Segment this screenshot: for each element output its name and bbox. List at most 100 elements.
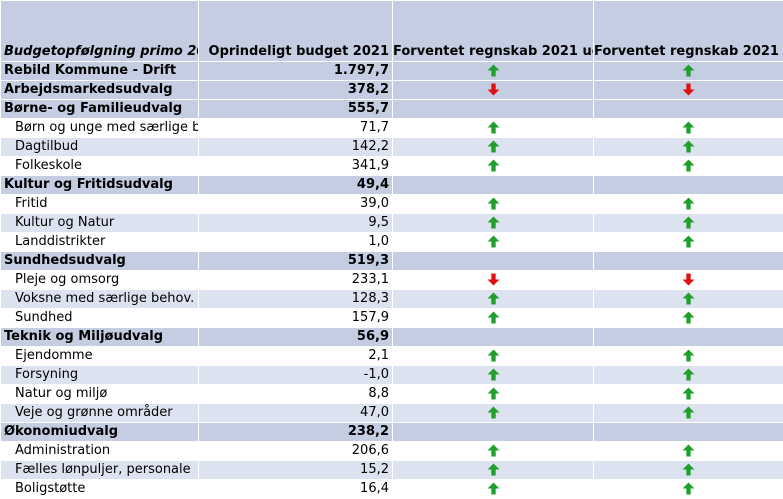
forecast-transfer-indicator — [594, 290, 783, 309]
arrow-down-icon — [487, 273, 500, 286]
row-label: Folkeskole — [1, 157, 199, 176]
row-label: Fritid — [1, 195, 199, 214]
budget-value: 378,2 — [199, 81, 393, 100]
arrow-up-icon — [487, 349, 500, 362]
arrow-up-icon — [682, 235, 695, 248]
arrow-up-icon — [682, 463, 695, 476]
arrow-up-icon — [682, 292, 695, 305]
forecast-indicator — [393, 423, 594, 442]
arrow-up-icon — [682, 387, 695, 400]
arrow-up-icon — [682, 159, 695, 172]
budget-value: -1,0 — [199, 366, 393, 385]
arrow-up-icon — [682, 197, 695, 210]
forecast-transfer-indicator — [594, 62, 783, 81]
arrow-up-icon — [487, 292, 500, 305]
row-label: Landdistrikter — [1, 233, 199, 252]
budget-value: 2,1 — [199, 347, 393, 366]
budget-column-header: Oprindeligt budget 2021 — [199, 1, 393, 62]
arrow-up-icon — [487, 311, 500, 324]
budget-value: 142,2 — [199, 138, 393, 157]
arrow-up-icon — [487, 444, 500, 457]
table-caption: Budgetopfølgning primo 2021 — [1, 1, 199, 62]
forecast-transfer-indicator — [594, 233, 783, 252]
arrow-up-icon — [487, 387, 500, 400]
row-label: Rebild Kommune - Drift — [1, 62, 199, 81]
budget-value: 1,0 — [199, 233, 393, 252]
forecast-indicator — [393, 480, 594, 499]
budget-value: 39,0 — [199, 195, 393, 214]
forecast-column-header: Forventet regnskab 2021 ud fra opr. Budg… — [393, 1, 594, 62]
row-label: Sundhed — [1, 309, 199, 328]
forecast-transfer-indicator — [594, 404, 783, 423]
row-label: Ejendomme — [1, 347, 199, 366]
arrow-up-icon — [682, 311, 695, 324]
arrow-up-icon — [487, 406, 500, 419]
arrow-up-icon — [487, 368, 500, 381]
forecast-transfer-indicator — [594, 423, 783, 442]
budget-value: 157,9 — [199, 309, 393, 328]
header-row: Budgetopfølgning primo 2021 Oprindeligt … — [1, 1, 783, 62]
row-label: Dagtilbud — [1, 138, 199, 157]
forecast-transfer-indicator — [594, 157, 783, 176]
budget-value: 49,4 — [199, 176, 393, 195]
arrow-up-icon — [682, 406, 695, 419]
forecast-indicator — [393, 442, 594, 461]
arrow-up-icon — [682, 216, 695, 229]
forecast-indicator — [393, 214, 594, 233]
row-label: Forsyning — [1, 366, 199, 385]
forecast-transfer-indicator — [594, 328, 783, 347]
forecast-indicator — [393, 366, 594, 385]
row-label: Kultur og Natur — [1, 214, 199, 233]
arrow-up-icon — [682, 140, 695, 153]
arrow-up-icon — [487, 216, 500, 229]
row-label: Børn og unge med særlige behov — [1, 119, 199, 138]
forecast-indicator — [393, 385, 594, 404]
budget-value: 71,7 — [199, 119, 393, 138]
forecast-transfer-indicator — [594, 252, 783, 271]
table-row: Børn og unge med særlige behov71,7 — [1, 119, 783, 138]
arrow-up-icon — [487, 197, 500, 210]
row-label: Sundhedsudvalg — [1, 252, 199, 271]
forecast-indicator — [393, 290, 594, 309]
budget-value: 238,2 — [199, 423, 393, 442]
budget-value: 16,4 — [199, 480, 393, 499]
forecast-indicator — [393, 100, 594, 119]
forecast-indicator — [393, 81, 594, 100]
row-label: Kultur og Fritidsudvalg — [1, 176, 199, 195]
arrow-up-icon — [487, 121, 500, 134]
forecast-transfer-indicator — [594, 385, 783, 404]
forecast-transfer-indicator — [594, 176, 783, 195]
arrow-up-icon — [682, 121, 695, 134]
row-label: Arbejdsmarkedsudvalg — [1, 81, 199, 100]
budget-value: 233,1 — [199, 271, 393, 290]
arrow-up-icon — [682, 64, 695, 77]
arrow-down-icon — [682, 273, 695, 286]
row-label: Veje og grønne områder — [1, 404, 199, 423]
forecast-transfer-indicator — [594, 309, 783, 328]
forecast-indicator — [393, 347, 594, 366]
arrow-down-icon — [682, 83, 695, 96]
forecast-transfer-indicator — [594, 347, 783, 366]
row-label: Børne- og Familieudvalg — [1, 100, 199, 119]
forecast-transfer-indicator — [594, 271, 783, 290]
budget-value: 519,3 — [199, 252, 393, 271]
arrow-up-icon — [487, 159, 500, 172]
row-label: Natur og miljø — [1, 385, 199, 404]
row-label: Pleje og omsorg — [1, 271, 199, 290]
forecast-indicator — [393, 252, 594, 271]
forecast-indicator — [393, 271, 594, 290]
forecast-transfer-indicator — [594, 119, 783, 138]
